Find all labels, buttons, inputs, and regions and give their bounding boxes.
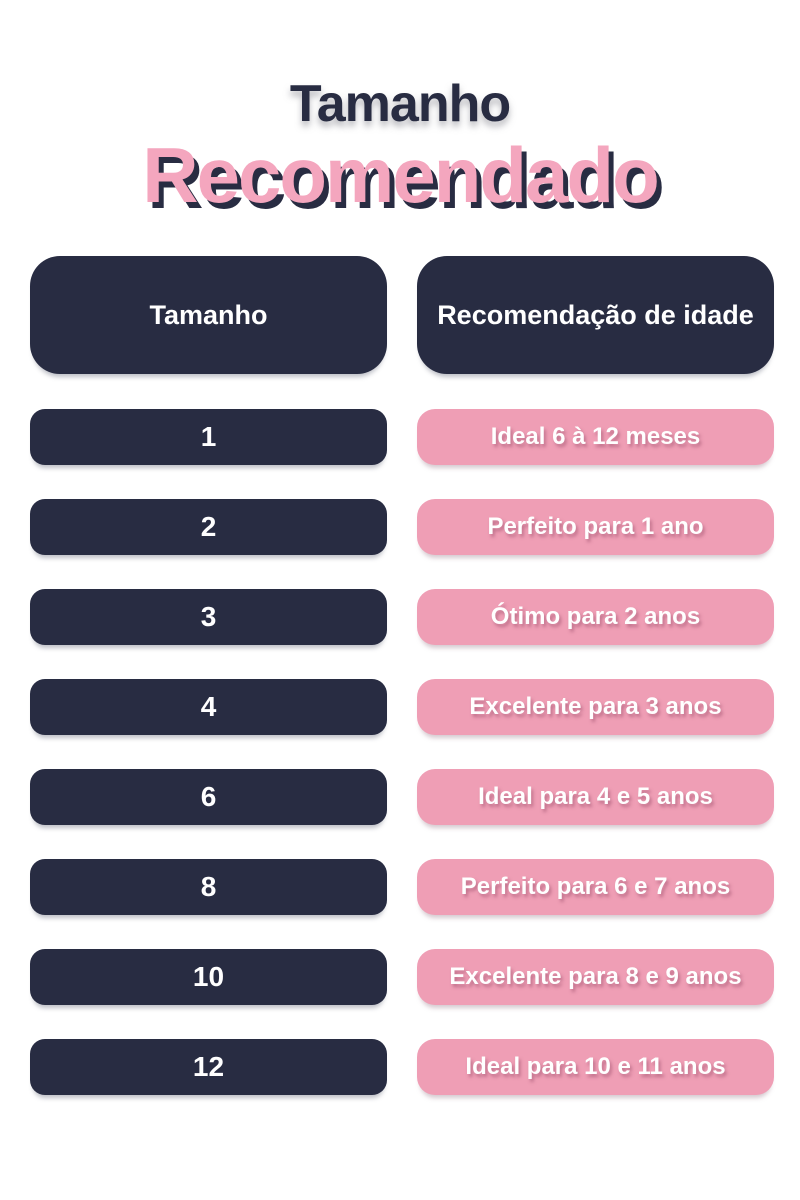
table-rows: 1 Ideal 6 à 12 meses 2 Perfeito para 1 a…	[30, 409, 774, 1095]
age-recommendation-cell: Excelente para 3 anos	[417, 679, 774, 735]
table-header-row: Tamanho Recomendação de idade	[30, 256, 774, 374]
table-row: 8 Perfeito para 6 e 7 anos	[30, 859, 774, 915]
age-recommendation-cell: Ótimo para 2 anos	[417, 589, 774, 645]
size-cell: 3	[30, 589, 387, 645]
size-cell: 8	[30, 859, 387, 915]
size-cell: 2	[30, 499, 387, 555]
page-title: Tamanho Recomendado	[0, 78, 800, 214]
age-recommendation-cell: Excelente para 8 e 9 anos	[417, 949, 774, 1005]
size-cell: 4	[30, 679, 387, 735]
table-row: 1 Ideal 6 à 12 meses	[30, 409, 774, 465]
table-row: 3 Ótimo para 2 anos	[30, 589, 774, 645]
table-row: 4 Excelente para 3 anos	[30, 679, 774, 735]
title-line-recomendado: Recomendado	[142, 131, 659, 219]
header-age-column: Recomendação de idade	[417, 256, 774, 374]
age-recommendation-cell: Perfeito para 1 ano	[417, 499, 774, 555]
size-cell: 10	[30, 949, 387, 1005]
size-cell: 1	[30, 409, 387, 465]
size-table: Tamanho Recomendação de idade 1 Ideal 6 …	[30, 256, 774, 1129]
size-cell: 6	[30, 769, 387, 825]
header-size-column: Tamanho	[30, 256, 387, 374]
age-recommendation-cell: Perfeito para 6 e 7 anos	[417, 859, 774, 915]
age-recommendation-cell: Ideal para 10 e 11 anos	[417, 1039, 774, 1095]
size-cell: 12	[30, 1039, 387, 1095]
age-recommendation-cell: Ideal 6 à 12 meses	[417, 409, 774, 465]
table-row: 12 Ideal para 10 e 11 anos	[30, 1039, 774, 1095]
title-line-tamanho: Tamanho	[289, 75, 511, 133]
table-row: 6 Ideal para 4 e 5 anos	[30, 769, 774, 825]
table-row: 10 Excelente para 8 e 9 anos	[30, 949, 774, 1005]
age-recommendation-cell: Ideal para 4 e 5 anos	[417, 769, 774, 825]
table-row: 2 Perfeito para 1 ano	[30, 499, 774, 555]
